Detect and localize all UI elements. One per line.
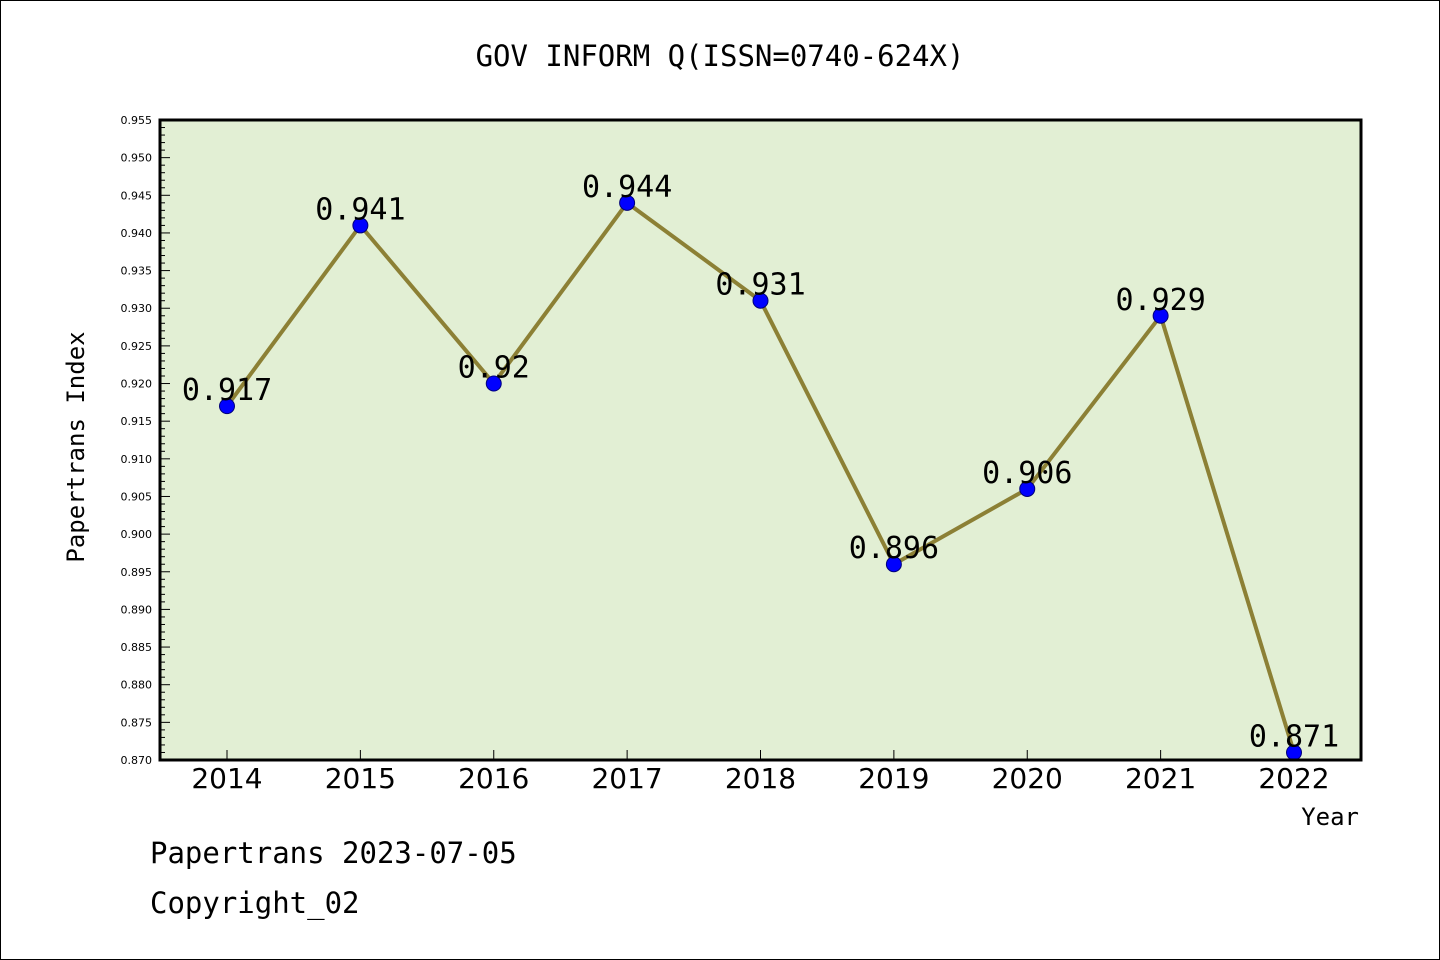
data-label: 0.896: [849, 531, 939, 566]
y-tick-label: 0.880: [121, 679, 153, 692]
data-point: [352, 217, 369, 234]
data-label: 0.906: [982, 456, 1072, 491]
y-axis-label: Papertrans Index: [62, 331, 90, 562]
y-tick-label: 0.890: [121, 603, 153, 616]
data-label: 0.929: [1115, 283, 1205, 318]
y-tick-label: 0.875: [121, 716, 153, 729]
x-tick-label: 2017: [591, 762, 662, 795]
x-axis-ticks: 2014 2015 2016 2017 2018 2019 2020 2021 2022: [191, 750, 1330, 795]
data-labels: 0.917 0.941 0.92 0.944 0.931 0.896 0.906 0.929 0…: [182, 170, 1339, 755]
data-point: [619, 194, 636, 211]
y-tick-label: 0.955: [121, 114, 153, 127]
data-point: [1152, 307, 1169, 324]
x-tick-label: 2014: [191, 762, 262, 795]
y-tick-label: 0.870: [121, 754, 153, 767]
y-tick-label: 0.920: [121, 378, 153, 391]
data-point: [1019, 480, 1036, 497]
x-tick-label: 2020: [992, 762, 1063, 795]
y-tick-label: 0.905: [121, 490, 153, 503]
x-tick-label: 2021: [1125, 762, 1196, 795]
plot-border: [158, 118, 1363, 762]
y-tick-label: 0.915: [121, 415, 153, 428]
data-point: [219, 398, 235, 415]
y-tick-label: 0.895: [121, 566, 153, 579]
footer-date: Papertrans 2023-07-05: [150, 836, 517, 870]
data-point: [752, 292, 769, 309]
x-tick-label: 2022: [1258, 762, 1329, 795]
data-label: 0.944: [582, 170, 672, 205]
data-label: 0.92: [458, 351, 530, 386]
data-label: 0.931: [715, 268, 805, 303]
data-point: [485, 375, 502, 392]
footer-copyright: Copyright_02: [150, 886, 360, 921]
data-label: 0.917: [182, 373, 272, 408]
chart-title: GOV INFORM Q(ISSN=0740-624X): [476, 39, 965, 73]
y-tick-label: 0.910: [121, 453, 153, 466]
data-point: [885, 556, 902, 573]
y-tick-label: 0.930: [121, 302, 153, 315]
y-tick-label: 0.940: [121, 227, 153, 240]
x-tick-label: 2015: [325, 762, 396, 795]
y-tick-label: 0.950: [121, 152, 153, 165]
y-tick-label: 0.945: [121, 189, 153, 202]
y-axis-ticks: 0.870 0.875 0.880 0.885 0.890 0.895 0.900 0.905…: [121, 114, 170, 767]
data-markers: [219, 194, 1302, 761]
x-tick-label: 2016: [458, 762, 529, 795]
x-axis-label: Year: [1301, 803, 1359, 831]
data-label: 0.871: [1249, 719, 1339, 754]
y-tick-label: 0.885: [121, 641, 153, 654]
y-tick-label: 0.935: [121, 265, 153, 278]
y-tick-label: 0.900: [121, 528, 153, 541]
x-tick-label: 2019: [858, 762, 929, 795]
x-tick-label: 2018: [725, 762, 796, 795]
data-label: 0.941: [315, 192, 405, 227]
y-tick-label: 0.925: [121, 340, 153, 353]
